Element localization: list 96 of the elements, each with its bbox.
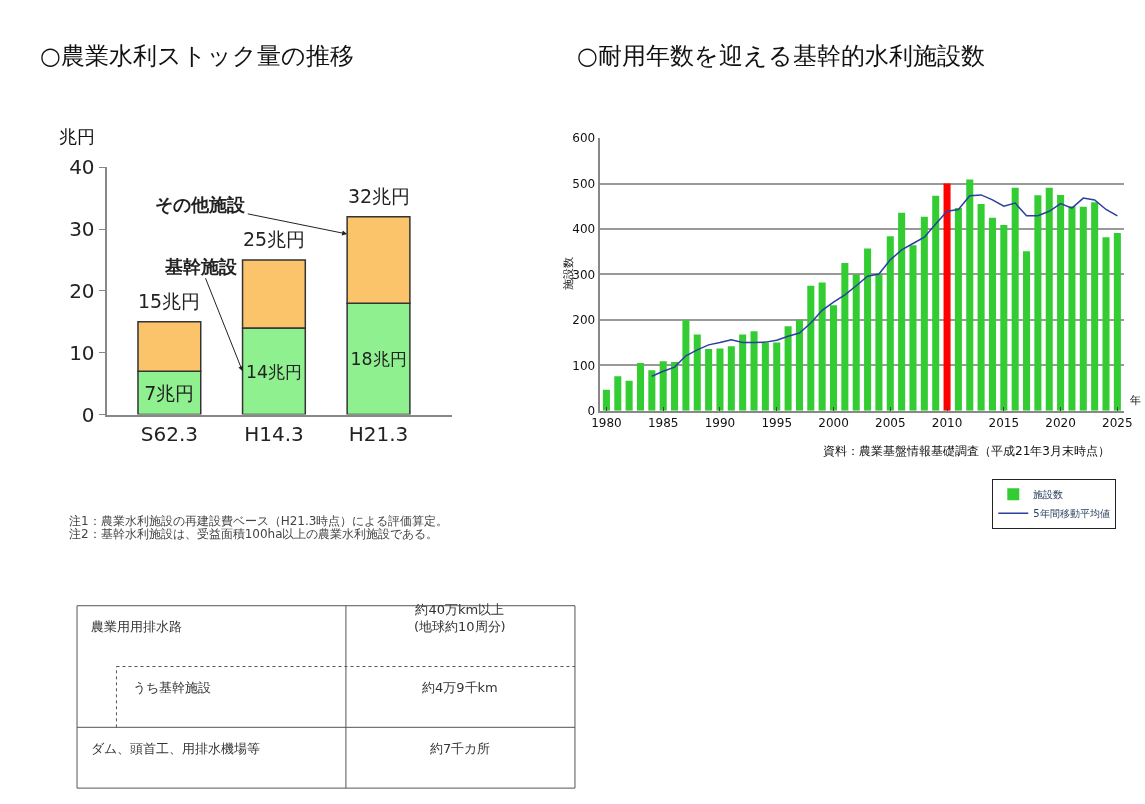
bar (875, 274, 883, 411)
bar (1023, 251, 1031, 411)
bar (886, 236, 894, 411)
x-tick-label: 1990 (704, 416, 736, 431)
legend-label: 施設数 (1033, 489, 1064, 501)
total-label: 32兆円 (348, 185, 411, 207)
y-tick-label: 100 (572, 358, 596, 373)
bar (671, 362, 679, 411)
bar (648, 370, 656, 411)
bar (682, 320, 690, 411)
text: 注2：基幹水利施設は、受益面積100ha以上の農業水利施設である。 (69, 527, 439, 541)
bar (1102, 237, 1110, 411)
bar (909, 245, 917, 411)
bar (1091, 202, 1099, 411)
text: 農業用用排水路 (91, 619, 182, 634)
x-tick-label: 2025 (1102, 416, 1133, 431)
data-label: 18兆円 (350, 349, 407, 370)
bar (795, 319, 803, 411)
bar (988, 217, 996, 411)
bar (693, 334, 701, 411)
bar (898, 212, 906, 411)
bar (773, 342, 781, 411)
bar (977, 204, 985, 411)
y-tick-label: 500 (572, 176, 596, 191)
y-axis-title: 施設数 (561, 257, 575, 291)
x-tick-label: H21.3 (348, 421, 409, 446)
bar (625, 380, 633, 411)
bar (1068, 206, 1076, 411)
y-tick-label: 600 (572, 131, 596, 146)
text: 約40万km以上 (地球約10周分) (414, 602, 506, 634)
bar (614, 376, 622, 411)
y-tick-label: 10 (69, 340, 95, 365)
text: 基幹施設 (164, 256, 238, 277)
bar (602, 389, 610, 411)
bar (636, 363, 645, 411)
x-tick-label: S62.3 (140, 421, 198, 446)
bar (943, 183, 951, 411)
bar (807, 285, 815, 411)
bar (739, 334, 747, 411)
data-label: 7兆円 (144, 381, 195, 404)
y-axis-title: 兆円 (59, 126, 95, 147)
data-label: 14兆円 (245, 361, 302, 382)
bar (830, 305, 838, 411)
bar (932, 195, 940, 411)
bar (1057, 194, 1065, 411)
legend-label: 5年間移動平均値 (1033, 508, 1110, 520)
bar (705, 348, 713, 411)
bar (954, 208, 962, 411)
bar (659, 361, 667, 411)
bar (784, 326, 792, 411)
total-label: 15兆円 (138, 290, 201, 312)
bar (1034, 195, 1042, 411)
text: ダム、頭首工、用排水機場等 (91, 741, 260, 756)
chart-title: ○耐用年数を迎える基幹的水利施設数 (577, 42, 985, 70)
y-tick-label: 200 (572, 313, 596, 328)
text: その他施設 (155, 194, 246, 215)
y-tick-label: 0 (81, 402, 95, 427)
x-tick-label: 2000 (818, 416, 849, 431)
x-tick-label: 1995 (761, 416, 793, 431)
y-tick-label: 30 (69, 217, 95, 242)
x-tick-label: 1985 (647, 416, 679, 431)
y-tick-label: 300 (572, 267, 596, 282)
x-tick-label: 2005 (875, 416, 906, 431)
bar (864, 248, 872, 411)
x-tick-label: 2010 (931, 416, 963, 431)
x-tick-label: 2020 (1045, 416, 1076, 431)
line-series (651, 194, 1119, 377)
bar (727, 346, 735, 411)
x-tick-label: 1980 (591, 416, 622, 431)
x-axis-title: 年 (1130, 394, 1141, 407)
total-label: 25兆円 (243, 228, 306, 250)
bar (966, 179, 974, 411)
text: うち基幹施設 (133, 680, 211, 695)
bar (761, 342, 769, 411)
text: 資料：農業基盤情報基礎調査（平成21年3月末時点） (823, 444, 1110, 458)
chart-title: ○農業水利ストック量の推移 (40, 42, 354, 70)
y-tick-label: 400 (572, 222, 596, 237)
bar (716, 348, 724, 411)
bar (1045, 187, 1053, 411)
bar (852, 274, 860, 411)
x-tick-label: H14.3 (244, 421, 304, 446)
bar (750, 331, 758, 411)
text: 約7千カ所 (430, 741, 491, 756)
bar (818, 282, 826, 411)
bar (1011, 187, 1019, 411)
bar (1113, 233, 1121, 411)
bar (841, 263, 849, 411)
bar (920, 216, 928, 411)
y-tick-label: 40 (69, 155, 95, 180)
x-tick-label: 2015 (988, 416, 1020, 431)
y-tick-label: 20 (69, 278, 95, 303)
text: 約4万9千km (422, 680, 498, 695)
text: 注1：農業水利施設の再建設費ベース（H21.3時点）による評価算定。 (69, 514, 449, 528)
bar (1079, 206, 1087, 411)
y-tick-label: 0 (587, 403, 596, 418)
bar (1000, 224, 1008, 411)
